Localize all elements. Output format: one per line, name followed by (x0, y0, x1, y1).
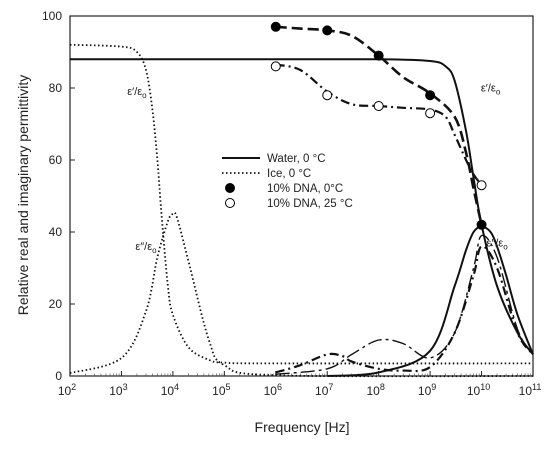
y-axis-label: Relative real and imaginary permittivity (15, 75, 31, 315)
x-tick-label: 102 (58, 382, 76, 398)
legend-label: Water, 0 °C (267, 153, 326, 165)
data-point-filled (322, 25, 333, 36)
x-tick-label: 109 (418, 382, 436, 398)
x-tick-label: 1010 (467, 382, 490, 398)
curve-annotation: ε″/εo (486, 237, 508, 251)
data-point-open (425, 108, 436, 119)
x-tick-label: 106 (264, 382, 282, 398)
y-tick-label: 80 (49, 81, 63, 95)
points-group (270, 21, 487, 230)
legend-label: Ice, 0 °C (267, 168, 311, 180)
series-group (69, 25, 534, 378)
plot-frame (69, 15, 534, 377)
series-line-solid (327, 225, 534, 377)
axes-group: 102 103 104 105 106 107 108 109 1010 1011 0 20 40 60 8… (42, 9, 541, 398)
curve-annotation: ε′/εo (127, 86, 147, 100)
data-point-open (476, 180, 487, 191)
legend-label: 10% DNA, 0°C (267, 183, 343, 195)
legend-symbol-filled-circle (225, 183, 235, 193)
x-tick-label: 103 (109, 382, 127, 398)
x-tick-label: 108 (366, 382, 384, 398)
y-tick-label: 40 (49, 225, 63, 239)
legend-symbol-open-circle (225, 198, 235, 208)
legend: Water, 0 °C Ice, 0 °C 10% DNA, 0°C 10% DNA,… (222, 153, 353, 210)
series-line-dash-dot (275, 63, 483, 186)
data-point-filled (270, 21, 281, 32)
data-point-open (373, 101, 384, 111)
curve-annotation: ε″/εo (135, 241, 157, 255)
x-tick-label: 105 (212, 382, 230, 398)
series-line-long-dash-dot (275, 234, 534, 375)
y-tick-label: 20 (49, 297, 63, 311)
x-tick-label: 107 (315, 382, 333, 398)
series-line-dash-dot (275, 245, 534, 374)
data-point-filled (373, 50, 384, 61)
x-axis-label: Frequency [Hz] (255, 419, 350, 435)
curve-annotation: ε′/εo (481, 83, 501, 97)
series-line-solid (69, 58, 534, 356)
annotations-group: ε′/εo ε″/εo ε′/εo ε″/εo (127, 83, 508, 255)
x-tick-label: 104 (161, 382, 179, 398)
data-point-open (322, 90, 333, 101)
x-tick-label: 1011 (519, 382, 542, 398)
data-point-filled (476, 219, 487, 230)
legend-label: 10% DNA, 25 °C (267, 198, 353, 210)
series-line-dotted (69, 211, 534, 378)
data-point-open (270, 61, 281, 72)
y-tick-label: 100 (42, 9, 62, 23)
y-tick-label: 0 (55, 369, 62, 383)
y-tick-label: 60 (49, 153, 63, 167)
data-point-filled (425, 90, 436, 101)
